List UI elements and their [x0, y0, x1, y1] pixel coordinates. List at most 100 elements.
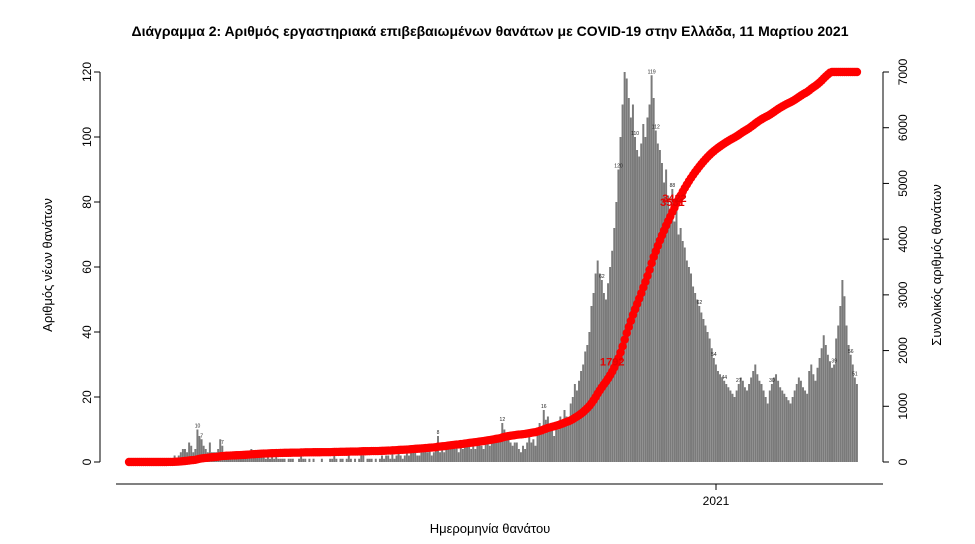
- bar: [397, 449, 400, 462]
- bar: [787, 400, 790, 462]
- bar: [271, 455, 274, 462]
- bar: [853, 377, 856, 462]
- bar: [428, 449, 431, 462]
- cumulative-data-label: 6937: [859, 0, 883, 3]
- bar: [592, 293, 595, 462]
- bar: [806, 393, 809, 462]
- bar: [675, 202, 678, 462]
- bar: [631, 104, 634, 462]
- bar: [486, 442, 489, 462]
- bar: [555, 423, 558, 462]
- bar: [700, 312, 703, 462]
- bar: [333, 455, 336, 462]
- bar: [468, 442, 471, 462]
- bar: [716, 371, 719, 462]
- bar: [374, 458, 377, 462]
- bar: [519, 452, 522, 462]
- bar: [339, 458, 342, 462]
- bar-data-label: 51: [852, 372, 858, 378]
- bar: [602, 293, 605, 462]
- bar: [727, 387, 730, 462]
- bar: [256, 455, 259, 462]
- bar: [459, 445, 462, 462]
- y-tick-label: 40: [80, 325, 94, 339]
- bar: [536, 429, 539, 462]
- bar: [426, 452, 429, 462]
- bar: [445, 445, 448, 462]
- bar: [443, 452, 446, 462]
- bar: [362, 455, 365, 462]
- y2-tick-label: 4000: [896, 225, 910, 252]
- bar: [507, 439, 510, 462]
- bar: [503, 429, 506, 462]
- bar: [262, 455, 265, 462]
- y-tick-label: 100: [80, 127, 94, 147]
- bar: [822, 335, 825, 462]
- bar: [308, 458, 311, 462]
- bar: [190, 445, 193, 462]
- bar: [534, 445, 537, 462]
- bar: [381, 455, 383, 462]
- bar: [524, 449, 527, 462]
- bar: [347, 455, 350, 462]
- bar: [565, 416, 568, 462]
- bar: [640, 143, 643, 462]
- y2-tick-label: 5000: [896, 170, 910, 197]
- bar: [748, 384, 751, 462]
- bar: [329, 458, 332, 462]
- bar: [300, 452, 303, 462]
- bar: [474, 449, 477, 462]
- bar: [654, 130, 657, 462]
- y-tick-label: 120: [80, 62, 94, 82]
- bar: [596, 260, 599, 462]
- bar: [789, 403, 792, 462]
- bar-data-label: 62: [697, 300, 703, 306]
- bar: [395, 455, 398, 462]
- bar: [644, 137, 647, 462]
- bar: [679, 228, 682, 462]
- bar: [694, 293, 697, 462]
- bar: [567, 423, 570, 462]
- y2-tick-label: 1000: [896, 393, 910, 420]
- chart-title: Διάγραμμα 2: Αριθμός εργαστηριακά επιβεβ…: [132, 23, 849, 39]
- bar: [430, 455, 433, 462]
- bar-data-label: 119: [648, 69, 656, 75]
- bar: [611, 250, 614, 462]
- bar: [179, 452, 182, 462]
- bar: [233, 458, 236, 462]
- bar: [671, 189, 674, 462]
- y2-tick-label: 7000: [896, 58, 910, 85]
- bar: [517, 449, 520, 462]
- bar: [833, 364, 836, 462]
- cumulative-deaths-line: [124, 67, 862, 467]
- bar-data-label: 30: [769, 378, 775, 384]
- bar: [557, 429, 560, 462]
- bar: [845, 325, 848, 462]
- bar: [721, 377, 724, 462]
- bar: [277, 458, 280, 462]
- new-deaths-bars: [167, 72, 858, 462]
- bar: [802, 387, 804, 462]
- bar: [551, 426, 554, 462]
- bar: [432, 452, 435, 462]
- y-tick-label: 20: [80, 390, 94, 404]
- bar: [540, 429, 543, 462]
- bar: [389, 458, 392, 462]
- bar: [493, 439, 495, 462]
- bar: [509, 442, 512, 462]
- bar: [791, 397, 794, 462]
- bar: [331, 458, 334, 462]
- bar: [746, 390, 748, 462]
- bar: [528, 436, 531, 462]
- bar: [542, 410, 545, 462]
- x-axis-label: Ημερομηνία θανάτου: [430, 521, 551, 536]
- bar: [439, 452, 442, 462]
- bar: [855, 384, 858, 462]
- bar: [663, 182, 666, 462]
- bar: [648, 104, 651, 462]
- bar: [814, 380, 817, 462]
- bar: [590, 306, 593, 462]
- bar: [685, 260, 688, 462]
- bar: [349, 458, 352, 462]
- bar: [480, 445, 483, 462]
